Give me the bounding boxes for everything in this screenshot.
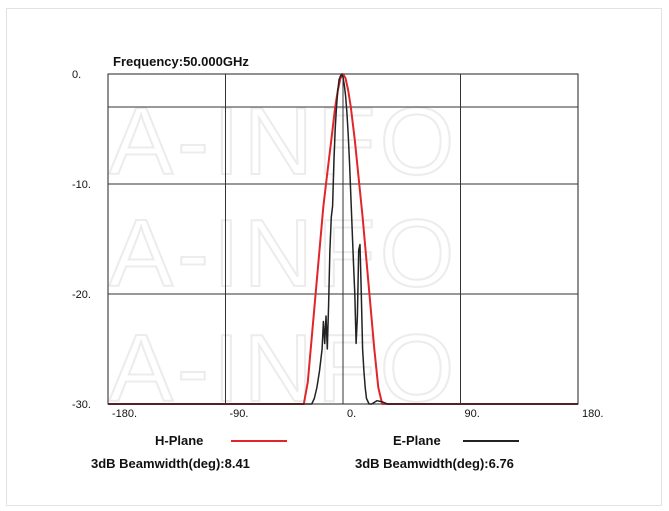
legend-label-e-plane: E-Plane: [393, 433, 441, 448]
legend: H-Plane 3dB Beamwidth(deg):8.41 E-Plane 3dB…: [91, 433, 519, 471]
series-lines: [108, 73, 578, 405]
beamwidth-label-h-plane: 3dB Beamwidth(deg):8.41: [91, 456, 250, 471]
h-plane-line: [108, 73, 578, 405]
x-tick-label: 90.: [465, 408, 480, 420]
beamwidth-label-e-plane: 3dB Beamwidth(deg):6.76: [355, 456, 514, 471]
y-tick-label: -10.: [72, 179, 91, 191]
watermark-text-1: A-INFO: [109, 88, 458, 195]
y-tick-label: 0.: [72, 69, 81, 81]
watermark-text-3: A-INFO: [109, 315, 458, 422]
chart-frame: A-INFO A-INFO A-INFO Frequency:50.000GHz -…: [6, 8, 662, 506]
watermark-text-2: A-INFO: [109, 200, 458, 307]
y-tick-label: -20.: [72, 289, 91, 301]
x-tick-label: -180.: [112, 408, 137, 420]
x-tick-label: 0.: [347, 408, 356, 420]
x-tick-label: -90.: [230, 408, 249, 420]
tick-labels: -180. -90. 0. 90. 180. 0. -10. -20. -30.: [72, 69, 603, 420]
legend-label-h-plane: H-Plane: [155, 433, 203, 448]
e-plane-line: [108, 73, 578, 405]
chart-title: Frequency:50.000GHz: [113, 54, 249, 69]
x-tick-label: 180.: [582, 408, 603, 420]
y-tick-label: -30.: [72, 399, 91, 411]
